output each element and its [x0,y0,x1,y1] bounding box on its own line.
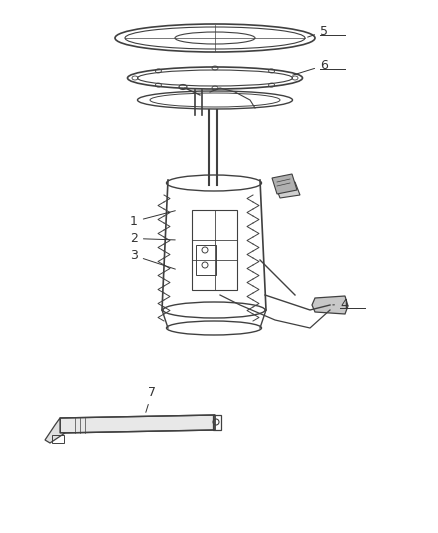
Polygon shape [272,174,297,194]
Text: 5: 5 [307,25,328,38]
Bar [52,435,64,443]
Text: 6: 6 [293,59,328,75]
Text: 3: 3 [130,249,175,269]
Polygon shape [60,415,215,433]
Text: 7: 7 [146,386,156,413]
Text: 2: 2 [130,232,175,245]
Polygon shape [45,418,65,443]
Text: 1: 1 [130,211,175,228]
Bar [192,210,237,290]
Text: 4: 4 [333,298,348,311]
Bar [213,415,221,430]
Polygon shape [312,296,348,314]
Bar [196,245,216,275]
Polygon shape [275,182,300,198]
